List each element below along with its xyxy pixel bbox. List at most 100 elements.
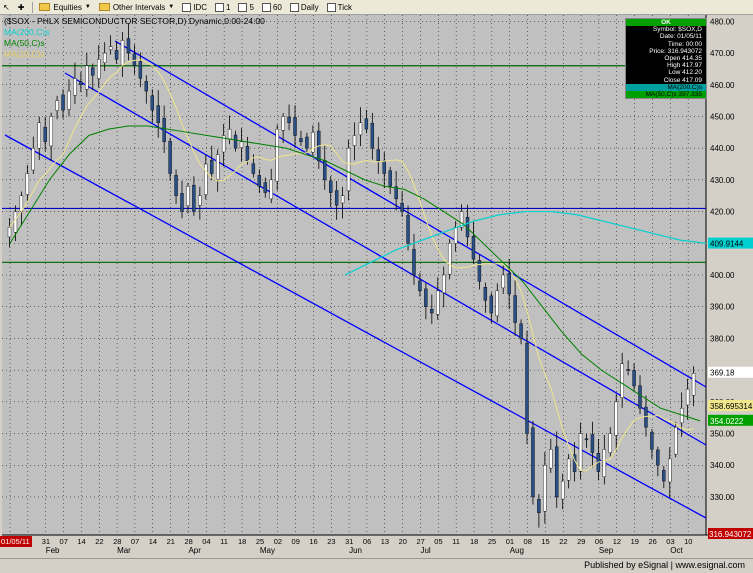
x-tick-label: 15 (541, 537, 549, 546)
last-price-badge: 369.18 (710, 369, 735, 378)
daily-button[interactable]: Daily (287, 1, 322, 13)
x-tick-label: 26 (648, 537, 656, 546)
candle-body (61, 94, 65, 111)
candle-body (537, 499, 541, 514)
candle-body (566, 458, 571, 481)
x-tick-label: 06 (363, 537, 371, 546)
cursor-date-badge: 01/05/11 (1, 537, 30, 546)
x-tick-label: 10 (684, 537, 692, 546)
candle-body (251, 163, 256, 174)
footer: Published by eSignal | www.esignal.com (0, 558, 753, 573)
ma200-value-badge-bg (708, 237, 753, 249)
candle-body (632, 370, 636, 387)
other-intervals-button[interactable]: Other Intervals ▼ (96, 1, 177, 13)
candle-body (287, 116, 291, 124)
daily-label: Daily (300, 2, 319, 12)
arrow-tool[interactable]: ↖ (3, 2, 10, 12)
checkbox-icon (238, 2, 248, 12)
candle-body (305, 136, 309, 149)
x-tick-label: 18 (238, 537, 246, 546)
candle-body (263, 182, 267, 193)
candle-body (323, 160, 327, 181)
candle-body (114, 50, 119, 60)
crosshair-tool[interactable]: ✚ (17, 2, 25, 12)
candle-body (656, 449, 660, 466)
y-tick-label: 420.00 (710, 208, 735, 217)
candle-body (608, 433, 612, 453)
x-tick-label: 27 (416, 537, 424, 546)
candle-body (192, 184, 196, 212)
folder-icon (98, 3, 110, 11)
candle-body (233, 134, 238, 149)
candle-body (674, 426, 678, 455)
legend-ma10: MA(10,C)s (4, 49, 45, 59)
candle-body (97, 59, 101, 79)
candle-body (144, 81, 149, 92)
candle-body (245, 146, 250, 162)
checkbox-icon (182, 2, 192, 12)
y-tick-label: 380.00 (710, 334, 735, 343)
candle-body (436, 290, 440, 315)
candle-body (162, 118, 166, 143)
month-label: Feb (46, 546, 60, 555)
info-date: Date: 01/05/11 (659, 33, 702, 41)
x-tick-label: 25 (256, 537, 264, 546)
month-label: Jul (420, 546, 430, 555)
candle-body (352, 135, 357, 146)
candle-body (382, 160, 386, 174)
candle-body (507, 273, 511, 295)
candle-body (430, 308, 434, 314)
info-ma50: MA(50,C)s 397.335 (626, 91, 706, 99)
interval-1-button[interactable]: 1 (212, 1, 233, 13)
candle-body (394, 186, 398, 200)
equities-label: Equities (53, 2, 82, 12)
tick-button[interactable]: Tick (324, 1, 355, 13)
candle-body (412, 249, 416, 276)
ma10-value-badge-bg (708, 399, 753, 411)
candle-body (31, 147, 35, 171)
month-label: Jun (349, 546, 362, 555)
candle-body (257, 175, 262, 187)
candle-body (215, 154, 220, 180)
month-label: Aug (510, 546, 524, 555)
info-symbol: Symbol: $SOX,D (652, 26, 702, 34)
y-tick-label: 470.00 (710, 49, 735, 58)
info-time: Time: 00:00 (667, 40, 702, 48)
candle-body (424, 288, 428, 307)
candle-body (477, 260, 482, 282)
equities-button[interactable]: Equities ▼ (36, 1, 93, 13)
folder-icon (39, 3, 51, 11)
x-tick-label: 20 (399, 537, 407, 546)
x-tick-label: 18 (470, 537, 478, 546)
candle-body (560, 480, 565, 500)
interval-60-label: 60 (272, 2, 282, 12)
candle-body (602, 449, 607, 478)
candle-body (269, 179, 273, 200)
candle-body (447, 243, 452, 275)
candle-body (418, 280, 422, 292)
x-tick-label: 06 (595, 537, 603, 546)
price-chart[interactable]: 330.00340.00350.00360.00370.00380.00390.… (0, 15, 753, 558)
y-tick-label: 400.00 (710, 271, 735, 280)
interval-5-button[interactable]: 5 (235, 1, 256, 13)
x-tick-label: 11 (452, 537, 460, 546)
candle-body (156, 105, 160, 124)
candle-body (388, 170, 392, 187)
interval-60-button[interactable]: 60 (259, 1, 285, 13)
idc-button[interactable]: IDC (179, 1, 210, 13)
x-tick-label: 28 (113, 537, 121, 546)
candle-body (459, 211, 464, 228)
ma10-value-badge: 358.695314 (710, 402, 753, 411)
y-tick-label: 390.00 (710, 303, 735, 312)
candle-body (204, 163, 208, 195)
candle-body (43, 126, 47, 143)
x-tick-label: 23 (327, 537, 335, 546)
candle-body (614, 401, 618, 436)
month-label: Apr (188, 546, 201, 555)
x-tick-label: 29 (577, 537, 585, 546)
y-tick-label: 480.00 (710, 17, 735, 26)
checkbox-icon (261, 2, 271, 12)
x-tick-label: 13 (381, 537, 389, 546)
ma200-line (344, 210, 707, 276)
checkbox-icon (289, 2, 299, 12)
